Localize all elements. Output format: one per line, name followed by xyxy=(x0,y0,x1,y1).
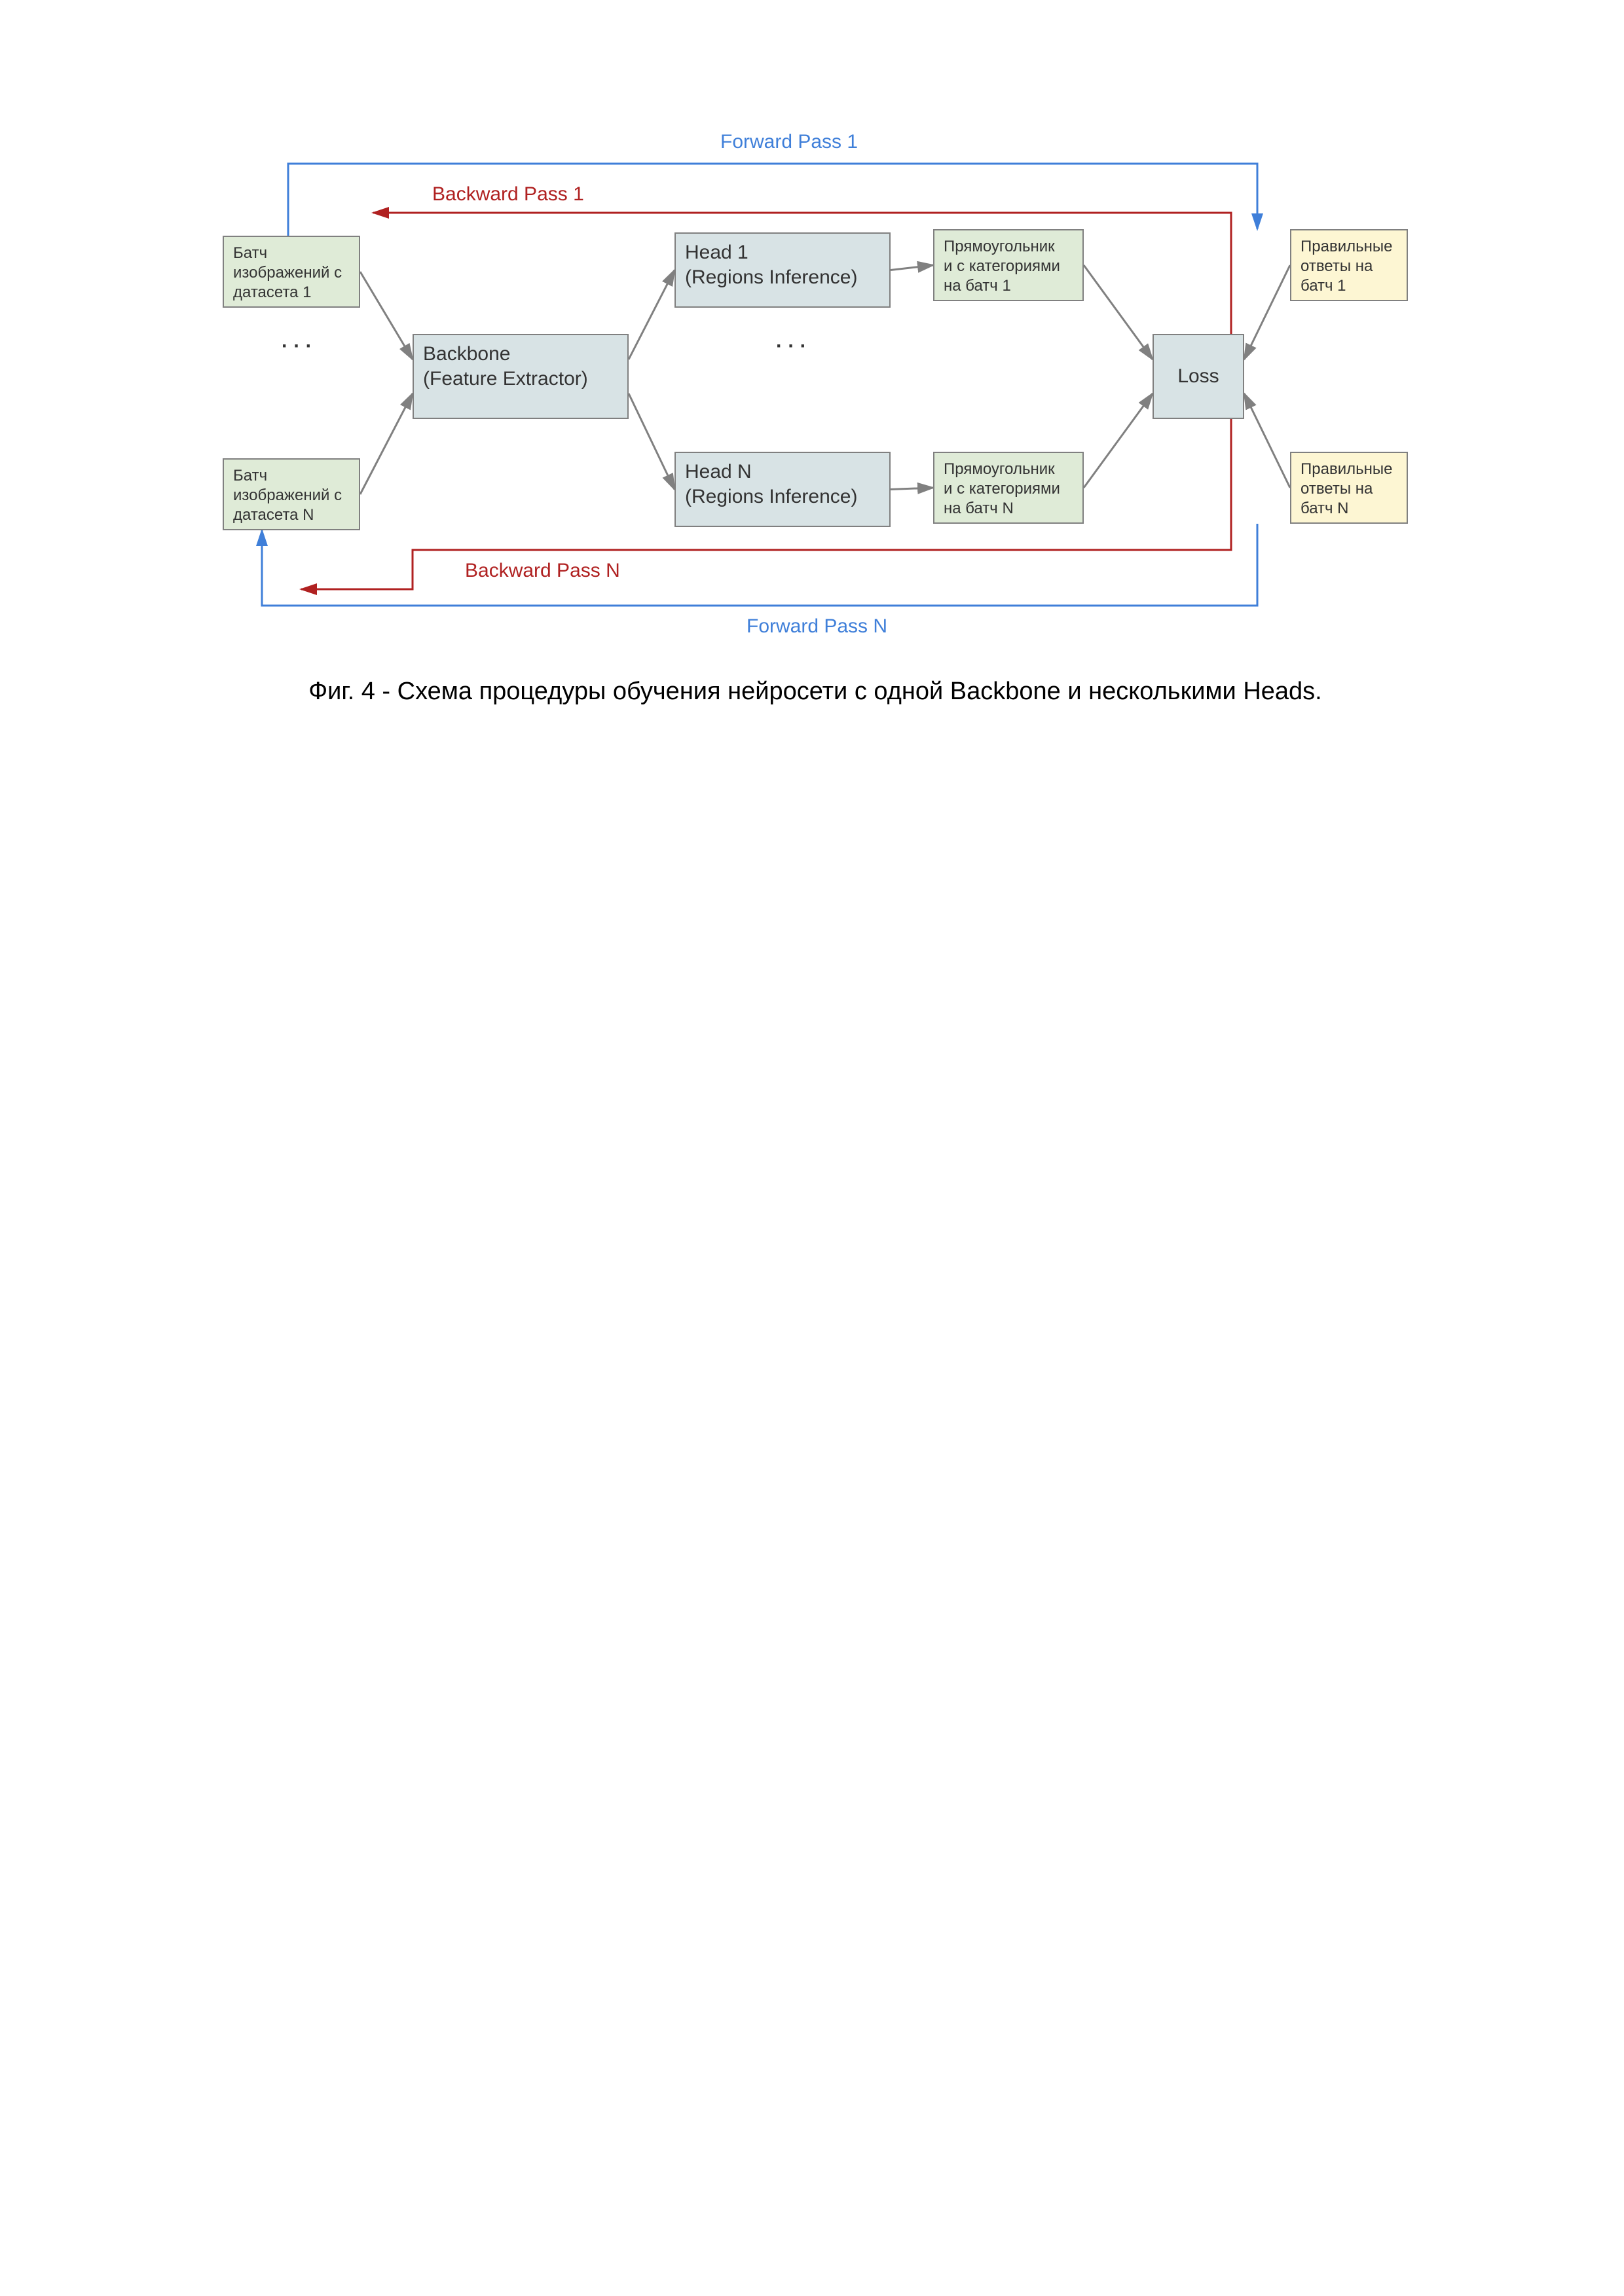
figure-caption: Фиг. 4 - Схема процедуры обучения нейрос… xyxy=(223,678,1408,706)
node-loss-label: Loss xyxy=(1177,364,1219,389)
node-batchN-label: Батч изображений с датасета N xyxy=(233,466,342,525)
node-batch1-label: Батч изображений с датасета 1 xyxy=(233,244,342,302)
node-headN-label: Head N (Regions Inference) xyxy=(685,460,857,509)
node-rect1-label: Прямоугольник и с категориями на батч 1 xyxy=(944,237,1060,296)
node-rectN: Прямоугольник и с категориями на батч N xyxy=(933,452,1084,524)
node-backbone: Backbone (Feature Extractor) xyxy=(413,334,629,419)
node-head1: Head 1 (Regions Inference) xyxy=(674,232,891,308)
node-ansN: Правильные ответы на батч N xyxy=(1290,452,1408,524)
node-loss: Loss xyxy=(1153,334,1244,419)
node-headN: Head N (Regions Inference) xyxy=(674,452,891,527)
node-ans1: Правильные ответы на батч 1 xyxy=(1290,229,1408,301)
ellipsis-dots-0: · · · xyxy=(282,327,312,365)
node-rect1: Прямоугольник и с категориями на батч 1 xyxy=(933,229,1084,301)
node-ansN-label: Правильные ответы на батч N xyxy=(1301,460,1392,519)
label-fwdN: Forward Pass N xyxy=(747,615,887,638)
ellipsis-dots-1: · · · xyxy=(776,327,807,365)
training-flowchart: Батч изображений с датасета 1 Батч изобра… xyxy=(223,131,1408,629)
page: Батч изображений с датасета 1 Батч изобра… xyxy=(0,0,1624,2296)
node-head1-label: Head 1 (Regions Inference) xyxy=(685,240,857,289)
node-backbone-label: Backbone (Feature Extractor) xyxy=(423,342,588,391)
node-batch1: Батч изображений с датасета 1 xyxy=(223,236,360,308)
label-bwd1: Backward Pass 1 xyxy=(432,183,584,206)
label-bwdN: Backward Pass N xyxy=(465,560,620,582)
node-ans1-label: Правильные ответы на батч 1 xyxy=(1301,237,1392,296)
label-fwd1: Forward Pass 1 xyxy=(720,131,858,153)
node-rectN-label: Прямоугольник и с категориями на батч N xyxy=(944,460,1060,519)
node-batchN: Батч изображений с датасета N xyxy=(223,458,360,530)
